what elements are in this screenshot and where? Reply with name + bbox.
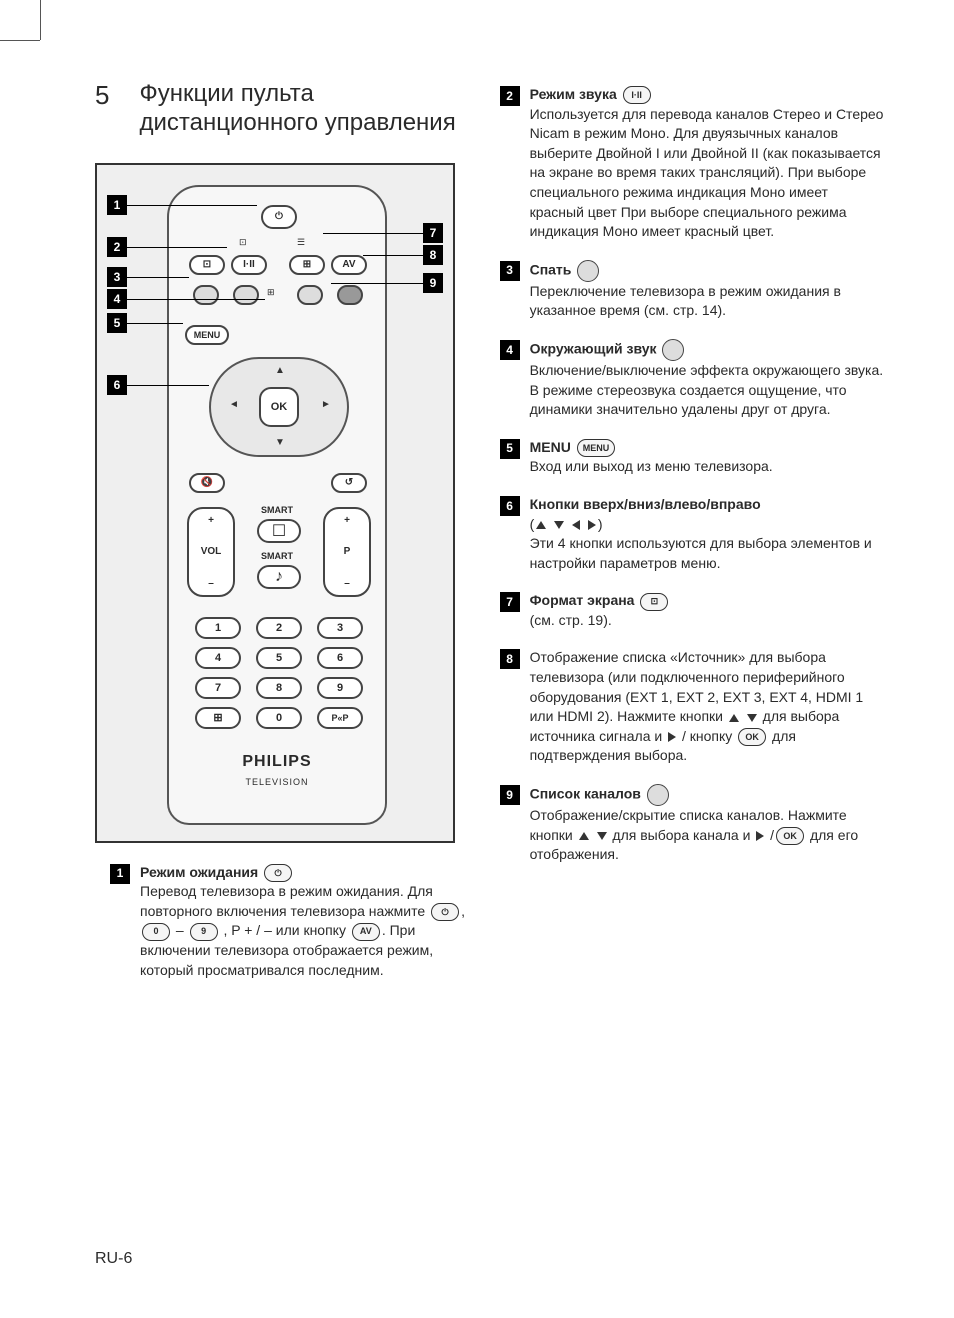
btn-i-ii: I·II xyxy=(231,255,267,275)
item-number: 1 xyxy=(110,864,130,884)
item-number: 9 xyxy=(500,785,520,805)
desc-item: 1 Режим ожидания ⏻Перевод телевизора в ре… xyxy=(110,863,470,981)
item-body: Окружающий звук Включение/выключение эфф… xyxy=(530,339,884,420)
smart-label-1: SMART xyxy=(261,505,293,515)
vol-rocker: +VOL– xyxy=(187,507,235,597)
icon-small-1: ⊡ xyxy=(239,237,247,248)
btn-return: ↺ xyxy=(331,473,367,493)
btn-menu: MENU xyxy=(185,325,229,345)
section-heading: 5 Функции пульта дистанционного управлен… xyxy=(95,80,470,138)
ok-button: OK xyxy=(259,387,299,427)
desc-item: 2 Режим звука I·IIИспользуется для перево… xyxy=(500,85,884,242)
btn-color-2 xyxy=(233,285,259,305)
btn-color-3 xyxy=(297,285,323,305)
left-items: 1 Режим ожидания ⏻Перевод телевизора в ре… xyxy=(95,863,470,981)
desc-item: 8 Отображение списка «Источник» для выбор… xyxy=(500,648,884,766)
num-7: 7 xyxy=(195,677,241,699)
callout-2: 2 xyxy=(107,237,127,257)
remote-diagram: ⏻ ⊡ I·II ⊞ AV ⊡ ☰ ⊞ MENU xyxy=(95,163,455,843)
smart-btn-1: ☐ xyxy=(257,519,301,543)
p-rocker: +P– xyxy=(323,507,371,597)
power-button: ⏻ xyxy=(261,205,297,229)
callout-3: 3 xyxy=(107,267,127,287)
desc-item: 5 MENU MENUВход или выход из меню телевиз… xyxy=(500,438,884,477)
section-title: Функции пульта дистанционного управления xyxy=(139,80,469,138)
item-number: 7 xyxy=(500,592,520,612)
item-body: Спать Переключение телевизора в режим ож… xyxy=(530,260,884,321)
brand: PHILIPS xyxy=(169,753,385,771)
num-1: 1 xyxy=(195,617,241,639)
num-8: 8 xyxy=(256,677,302,699)
dpad: OK ▲ ▼ ◄ ► xyxy=(209,357,349,457)
btn-mute: 🔇 xyxy=(189,473,225,493)
left-column: 5 Функции пульта дистанционного управлен… xyxy=(95,80,470,998)
smart-btn-2: ♪ xyxy=(257,565,301,589)
brand-sub: TELEVISION xyxy=(169,777,385,787)
btn-r2-1: ⊡ xyxy=(189,255,225,275)
num-6: 6 xyxy=(317,647,363,669)
desc-item: 7 Формат экрана ⊡(см. стр. 19). xyxy=(500,591,884,630)
icon-surround: ⊞ xyxy=(267,287,275,298)
item-number: 3 xyxy=(500,261,520,281)
page: 5 Функции пульта дистанционного управлен… xyxy=(95,80,884,998)
item-number: 6 xyxy=(500,496,520,516)
callout-9: 9 xyxy=(423,273,443,293)
smart-label-2: SMART xyxy=(261,551,293,561)
right-column: 2 Режим звука I·IIИспользуется для перево… xyxy=(500,80,884,998)
num-3: 3 xyxy=(317,617,363,639)
num-0: 0 xyxy=(256,707,302,729)
desc-item: 3 Спать Переключение телевизора в режим о… xyxy=(500,260,884,321)
remote-body: ⏻ ⊡ I·II ⊞ AV ⊡ ☰ ⊞ MENU xyxy=(167,185,387,825)
callout-1: 1 xyxy=(107,195,127,215)
item-number: 5 xyxy=(500,439,520,459)
item-body: Режим ожидания ⏻Перевод телевизора в реж… xyxy=(140,863,470,981)
desc-item: 6 Кнопки вверх/вниз/влево/вправо ( )Эти 4… xyxy=(500,495,884,573)
desc-item: 4 Окружающий звук Включение/выключение эф… xyxy=(500,339,884,420)
callout-5: 5 xyxy=(107,313,127,333)
btn-r2-3: ⊞ xyxy=(289,255,325,275)
item-body: Формат экрана ⊡(см. стр. 19). xyxy=(530,591,884,630)
icon-small-2: ☰ xyxy=(297,237,305,248)
num-2: 2 xyxy=(256,617,302,639)
callout-7: 7 xyxy=(423,223,443,243)
btn-color-4 xyxy=(337,285,363,305)
item-number: 2 xyxy=(500,86,520,106)
btn-color-1 xyxy=(193,285,219,305)
item-body: Список каналов Отображение/скрытие списк… xyxy=(530,784,884,865)
num-9: 9 xyxy=(317,677,363,699)
item-body: MENU MENUВход или выход из меню телевизо… xyxy=(530,438,884,477)
num-5: 5 xyxy=(256,647,302,669)
callout-4: 4 xyxy=(107,289,127,309)
item-body: Отображение списка «Источник» для выбора… xyxy=(530,648,884,766)
btn-av: AV xyxy=(331,255,367,275)
page-footer: RU-6 xyxy=(95,1250,132,1268)
callout-8: 8 xyxy=(423,245,443,265)
desc-item: 9 Список каналов Отображение/скрытие спис… xyxy=(500,784,884,865)
num-4: 4 xyxy=(195,647,241,669)
item-body: Кнопки вверх/вниз/влево/вправо ( )Эти 4 … xyxy=(530,495,884,573)
item-number: 8 xyxy=(500,649,520,669)
item-body: Режим звука I·IIИспользуется для перевод… xyxy=(530,85,884,242)
btn-pp: P«P xyxy=(317,707,363,729)
section-number: 5 xyxy=(95,80,109,111)
callout-6: 6 xyxy=(107,375,127,395)
item-number: 4 xyxy=(500,340,520,360)
btn-info: ⊞ xyxy=(195,707,241,729)
